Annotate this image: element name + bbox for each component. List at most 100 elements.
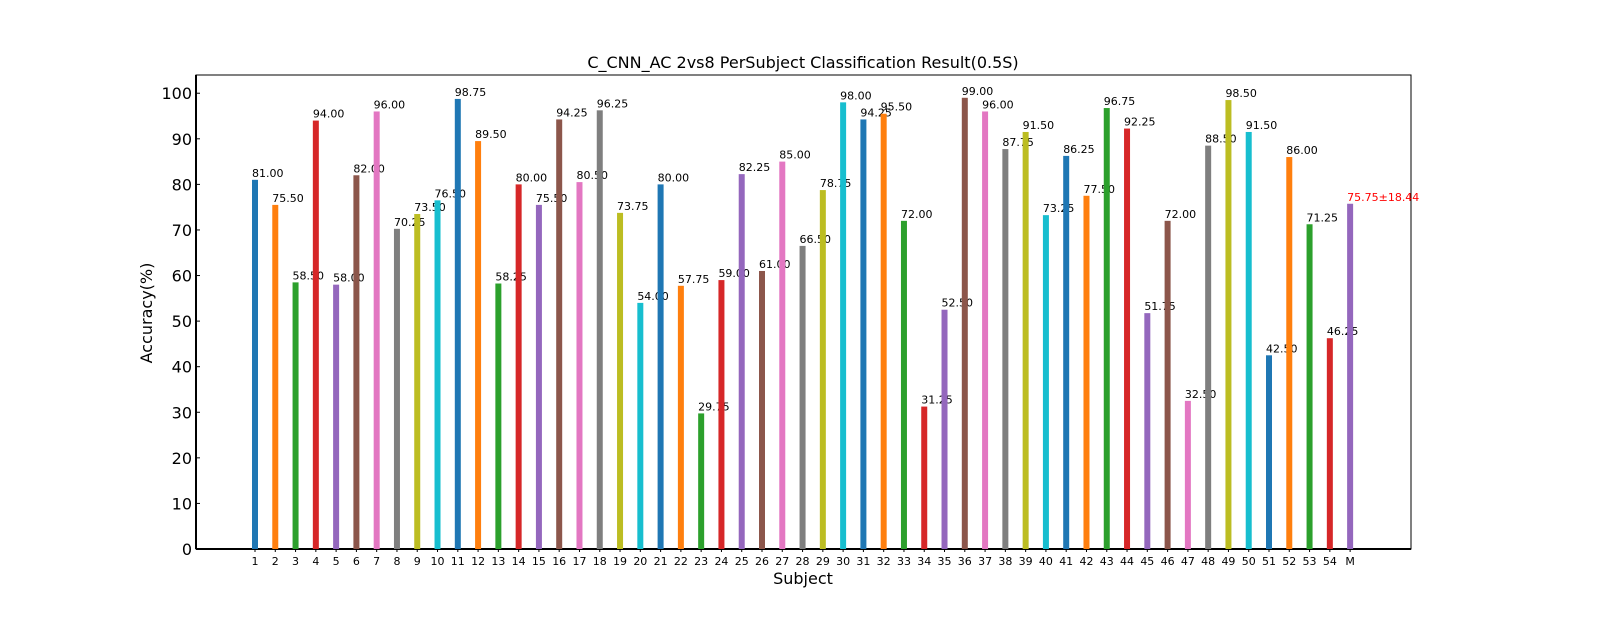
x-tick-label: 18 bbox=[593, 555, 607, 568]
y-tick-label: 20 bbox=[172, 449, 192, 468]
x-tick-label: 1 bbox=[252, 555, 259, 568]
data-label: 42.50 bbox=[1266, 342, 1298, 355]
x-tick-label: 4 bbox=[312, 555, 319, 568]
x-tick-label: 13 bbox=[491, 555, 505, 568]
x-tick-label: 31 bbox=[856, 555, 870, 568]
x-tick-label: 27 bbox=[775, 555, 789, 568]
data-label: 58.25 bbox=[495, 271, 527, 284]
x-tick-label: 15 bbox=[532, 555, 546, 568]
x-tick-label: 36 bbox=[958, 555, 972, 568]
bar bbox=[333, 284, 340, 549]
x-tick-label: 37 bbox=[978, 555, 992, 568]
bar bbox=[880, 113, 887, 549]
y-tick-label: 80 bbox=[172, 175, 192, 194]
x-tick-label: 54 bbox=[1323, 555, 1337, 568]
data-label: 96.25 bbox=[597, 97, 629, 110]
plot-area: 0 10 20 30 40 50 60 70 80 90 100 81.00 1 75.50 2 58.50 3… bbox=[161, 74, 1419, 568]
bar bbox=[414, 214, 421, 549]
x-tick-label: 48 bbox=[1201, 555, 1215, 568]
x-tick-label: 29 bbox=[816, 555, 830, 568]
x-tick-label: 12 bbox=[471, 555, 485, 568]
bar bbox=[799, 245, 806, 550]
bar bbox=[1245, 131, 1252, 549]
bar bbox=[921, 406, 928, 549]
bar bbox=[292, 282, 299, 549]
x-tick-label: 14 bbox=[512, 555, 526, 568]
data-label: 89.50 bbox=[475, 128, 507, 141]
bar bbox=[961, 97, 968, 550]
data-label: 86.25 bbox=[1063, 143, 1095, 156]
bar bbox=[1306, 224, 1313, 550]
bar bbox=[252, 179, 258, 550]
x-tick-label: 17 bbox=[572, 555, 586, 568]
data-label: 81.00 bbox=[252, 167, 284, 180]
bar bbox=[1286, 157, 1293, 550]
mean-data-label: 75.75±18.44 bbox=[1347, 191, 1419, 204]
bar bbox=[454, 98, 461, 549]
data-label: 99.00 bbox=[962, 85, 994, 98]
data-label: 59.00 bbox=[718, 267, 750, 280]
x-tick-label: 28 bbox=[796, 555, 810, 568]
bar bbox=[657, 184, 664, 549]
data-label: 46.25 bbox=[1327, 325, 1359, 338]
bar bbox=[1347, 203, 1354, 549]
bar bbox=[1205, 145, 1212, 549]
x-tick-label: 9 bbox=[414, 555, 421, 568]
x-tick-label: 6 bbox=[353, 555, 360, 568]
data-label: 32.50 bbox=[1185, 388, 1217, 401]
bar bbox=[535, 204, 542, 549]
x-tick-label: 24 bbox=[714, 555, 728, 568]
data-label: 86.00 bbox=[1286, 144, 1318, 157]
data-label: 96.00 bbox=[982, 98, 1014, 111]
data-label: 91.50 bbox=[1023, 119, 1055, 132]
bar bbox=[779, 161, 786, 549]
data-label: 29.75 bbox=[698, 400, 730, 413]
bar bbox=[1144, 313, 1151, 549]
bar bbox=[515, 184, 522, 549]
x-axis-label: Subject bbox=[773, 569, 833, 588]
data-label: 73.50 bbox=[414, 201, 446, 214]
data-label: 58.50 bbox=[293, 269, 325, 282]
bar bbox=[576, 182, 583, 549]
x-tick-label: 45 bbox=[1140, 555, 1154, 568]
y-tick-label: 40 bbox=[172, 358, 192, 377]
chart-title: C_CNN_AC 2vs8 PerSubject Classification … bbox=[587, 53, 1018, 73]
data-label: 58.00 bbox=[333, 272, 365, 285]
y-tick-label: 0 bbox=[182, 540, 192, 559]
data-label: 76.50 bbox=[435, 187, 467, 200]
data-label: 73.25 bbox=[1043, 202, 1075, 215]
x-tick-label: 20 bbox=[633, 555, 647, 568]
x-tick-label: 33 bbox=[897, 555, 911, 568]
x-tick-label: 32 bbox=[877, 555, 891, 568]
y-tick-label: 10 bbox=[172, 494, 192, 513]
x-tick-label: 38 bbox=[998, 555, 1012, 568]
y-tick-label: 50 bbox=[172, 312, 192, 331]
data-label: 88.50 bbox=[1205, 133, 1237, 146]
x-tick-label: 19 bbox=[613, 555, 627, 568]
x-tick-label: 50 bbox=[1242, 555, 1256, 568]
bar bbox=[272, 204, 279, 549]
data-label: 72.00 bbox=[901, 208, 933, 221]
x-tick-label: 7 bbox=[373, 555, 380, 568]
bar bbox=[1002, 149, 1009, 549]
data-label: 82.00 bbox=[353, 162, 385, 175]
bar bbox=[1266, 355, 1272, 549]
data-label: 98.00 bbox=[840, 89, 872, 102]
data-label: 80.50 bbox=[576, 169, 608, 182]
data-label: 87.75 bbox=[1002, 136, 1034, 149]
bar bbox=[738, 174, 745, 549]
bar bbox=[637, 302, 644, 549]
bar bbox=[1022, 131, 1029, 549]
bar bbox=[1103, 108, 1110, 549]
bar bbox=[1042, 215, 1049, 549]
x-tick-label: 51 bbox=[1262, 555, 1276, 568]
data-label: 51.75 bbox=[1144, 300, 1176, 313]
x-tick-label: 5 bbox=[333, 555, 340, 568]
x-tick-label: 8 bbox=[393, 555, 400, 568]
data-label: 85.00 bbox=[779, 149, 811, 162]
data-label: 98.50 bbox=[1225, 87, 1257, 100]
bar bbox=[373, 111, 380, 549]
data-label: 96.75 bbox=[1104, 95, 1136, 108]
x-tick-label: 47 bbox=[1181, 555, 1195, 568]
x-tick-label: 53 bbox=[1303, 555, 1317, 568]
